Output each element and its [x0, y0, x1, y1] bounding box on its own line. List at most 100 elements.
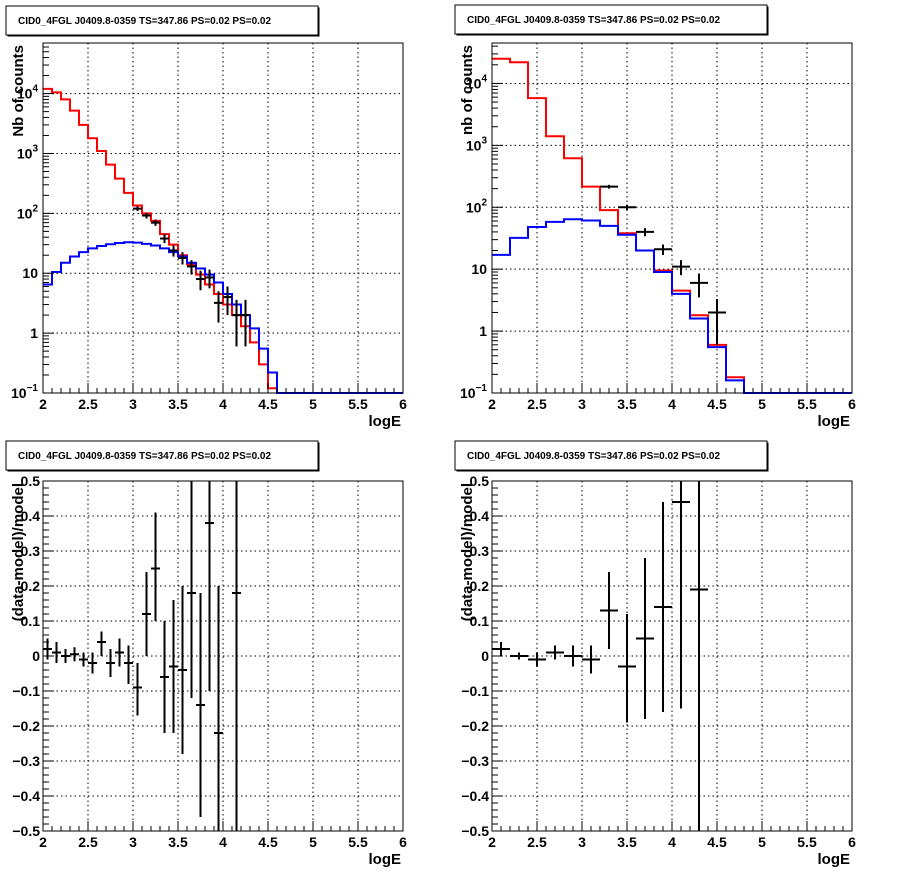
y-tick-label: 103	[17, 143, 39, 161]
data-points	[492, 481, 708, 831]
y-tick-label: −0.4	[12, 788, 40, 804]
x-tick-label: 5.5	[348, 834, 368, 850]
y-tick-label: 104	[17, 84, 39, 102]
y-tick-label: 0.4	[470, 508, 490, 524]
y-tick-label: 0.3	[470, 543, 490, 559]
data-points	[133, 206, 250, 347]
x-tick-label: 2	[39, 834, 47, 850]
y-tick-label: 10−1	[11, 383, 38, 401]
data-point	[214, 291, 223, 323]
x-tick-label: 3.5	[617, 396, 637, 412]
x-tick-label: 4	[668, 834, 676, 850]
data-point	[546, 645, 564, 660]
chart-title-box: CID0_4FGL J0409.8-0359 TS=347.86 PS=0.02…	[5, 5, 320, 37]
data-point	[214, 586, 223, 831]
y-tick-label: 0	[481, 648, 489, 664]
data-point	[654, 244, 672, 255]
data-point	[106, 649, 115, 677]
x-tick-label: 2.5	[78, 834, 98, 850]
y-tick-label: 0.2	[21, 578, 41, 594]
data-point	[97, 631, 106, 656]
title-frame	[5, 440, 319, 471]
x-tick-label: 6	[399, 396, 407, 412]
x-axis-title: logE	[369, 413, 402, 430]
grid	[492, 43, 852, 393]
data-point	[160, 234, 169, 243]
x-tick-label: 4.5	[707, 834, 727, 850]
y-tick-label: 10	[471, 261, 487, 277]
grid	[492, 481, 852, 831]
y-tick-label: 0.4	[21, 508, 41, 524]
x-tick-label: 6	[848, 396, 856, 412]
data-point	[79, 652, 88, 667]
data-point	[654, 502, 672, 712]
data-point	[618, 204, 636, 211]
data-point	[528, 652, 546, 667]
y-tick-label: 0.3	[21, 543, 41, 559]
data-point	[187, 260, 196, 275]
x-tick-label: 3	[578, 834, 586, 850]
x-tick-label: 5	[309, 396, 317, 412]
y-tick-label: 1	[479, 323, 487, 339]
y-axis: −0.5 −0.4 −0.3 −0.2 −0.1 0 0.1 0.2 0.3 0.4 0.5(dat…	[459, 473, 503, 839]
y-tick-label: −0.1	[461, 683, 489, 699]
x-tick-label: 2	[39, 396, 47, 412]
y-tick-label: −0.5	[461, 823, 489, 839]
x-tick-label: 4.5	[258, 396, 278, 412]
x-tick-label: 5	[758, 834, 766, 850]
chart-panel-4: 2 2.5 3 3.5 4 4.5 5 5.5 6logE−0.5−0.4−0.3−0.2−0.…	[454, 440, 856, 868]
y-axis-title: (data-model)/model	[10, 483, 27, 621]
data-point	[70, 647, 79, 662]
data-point	[115, 638, 124, 667]
y-tick-label: 0.1	[21, 613, 41, 629]
data-point	[52, 642, 61, 663]
x-tick-label: 4	[219, 396, 227, 412]
data-point	[708, 298, 726, 345]
x-tick-label: 3.5	[168, 396, 188, 412]
x-tick-label: 6	[399, 834, 407, 850]
data-point	[178, 586, 187, 754]
data-point	[61, 649, 70, 663]
x-tick-label: 3.5	[617, 834, 637, 850]
data-point	[196, 593, 205, 817]
data-point	[133, 206, 142, 211]
y-tick-label: 103	[466, 135, 488, 153]
x-tick-label: 2.5	[527, 834, 547, 850]
y-tick-label: 0	[32, 648, 40, 664]
x-tick-label: 2.5	[527, 396, 547, 412]
data-point	[636, 228, 654, 237]
x-tick-label: 5.5	[348, 396, 368, 412]
chart-title: CID0_4FGL J0409.8-0359 TS=347.86 PS=0.02…	[18, 451, 271, 462]
x-axis-title: logE	[369, 851, 402, 868]
y-axis-title: (data-model)/model	[459, 483, 476, 621]
chart-title-box: CID0_4FGL J0409.8-0359 TS=347.86 PS=0.02…	[5, 440, 320, 472]
y-axis-title: Nb of counts	[10, 45, 27, 137]
data-point	[564, 645, 582, 667]
data-point	[142, 572, 151, 656]
x-tick-label: 4.5	[258, 834, 278, 850]
data-point	[510, 652, 528, 660]
x-tick-label: 2	[488, 834, 496, 850]
x-axis-title: logE	[818, 413, 851, 430]
chart-title-box: CID0_4FGL J0409.8-0359 TS=347.86 PS=0.02…	[454, 4, 769, 36]
data-points	[43, 481, 241, 831]
x-axis-title: logE	[818, 851, 851, 868]
y-tick-label: 102	[466, 197, 488, 215]
data-point	[160, 621, 169, 733]
data-point	[232, 481, 241, 831]
data-point	[618, 614, 636, 723]
y-tick-label: −0.3	[12, 753, 40, 769]
chart-title-box: CID0_4FGL J0409.8-0359 TS=347.86 PS=0.02…	[454, 440, 769, 472]
y-axis-title: nb of counts	[459, 45, 476, 135]
data-point	[232, 299, 241, 347]
title-frame	[5, 5, 319, 36]
y-tick-label: −0.1	[12, 683, 40, 699]
data-point	[124, 645, 133, 684]
x-tick-label: 3	[578, 396, 586, 412]
